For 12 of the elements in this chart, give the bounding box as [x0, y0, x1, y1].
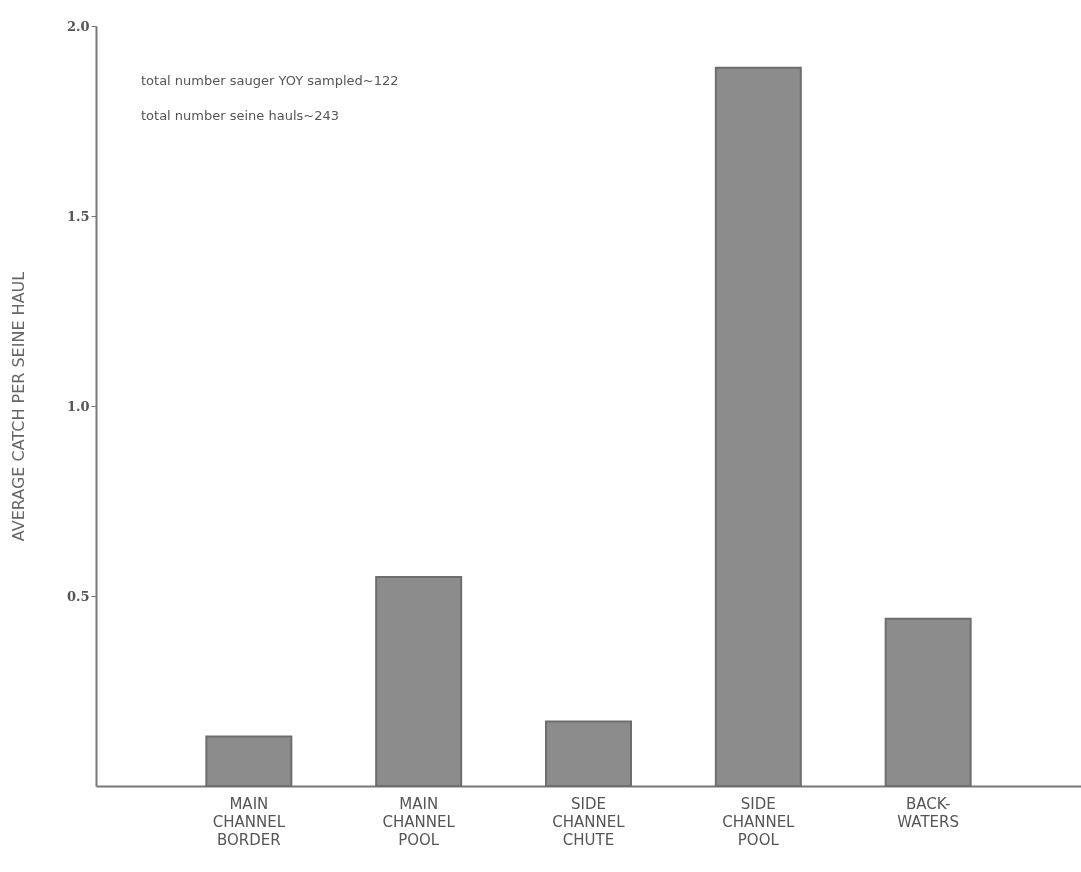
- y-axis-title: AVERAGE CATCH PER SEINE HAUL: [8, 271, 28, 542]
- x-tick-label: MAIN CHANNEL POOL: [382, 794, 456, 849]
- annotation: total number seine hauls~243: [141, 108, 340, 123]
- x-tick-label: BACK- WATERS: [897, 794, 960, 831]
- annotation: total number sauger YOY sampled~122: [141, 73, 399, 88]
- x-tick-label: SIDE CHANNEL CHUTE: [552, 794, 626, 849]
- y-tick-label: 1.0: [66, 398, 90, 414]
- y-tick-label: 1.5: [66, 208, 90, 224]
- x-tick-label: SIDE CHANNEL POOL: [722, 794, 796, 849]
- y-tick-label: 0.5: [66, 588, 90, 604]
- x-tick-label: MAIN CHANNEL BORDER: [212, 794, 286, 849]
- y-tick-label: 2.0: [66, 18, 90, 34]
